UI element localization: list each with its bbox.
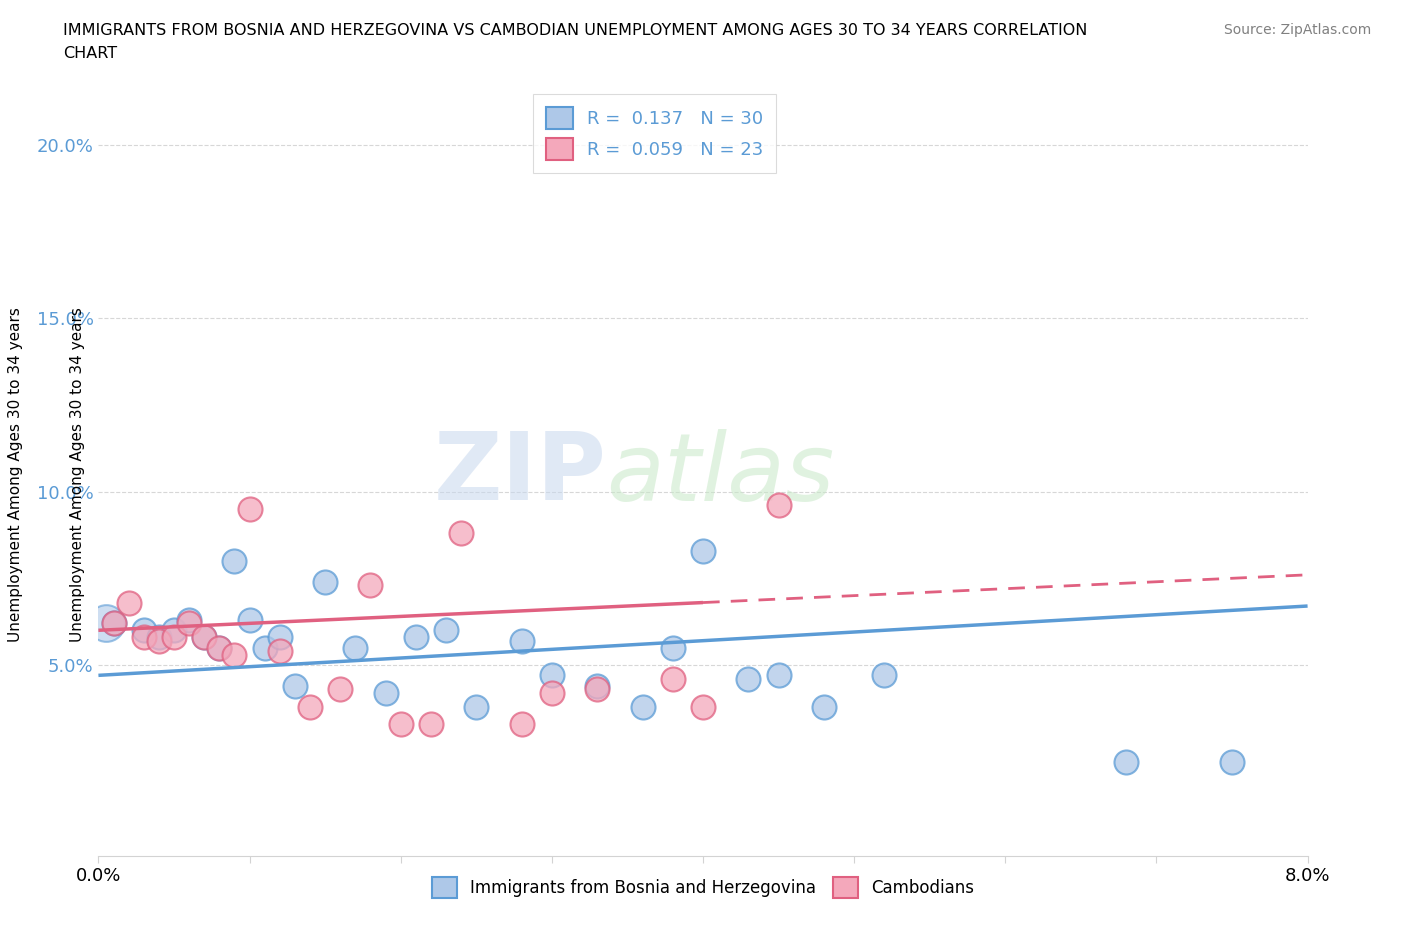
Point	[239, 613, 262, 628]
Point	[405, 630, 427, 644]
Point	[540, 668, 562, 683]
Y-axis label: Unemployment Among Ages 30 to 34 years: Unemployment Among Ages 30 to 34 years	[69, 307, 84, 642]
Point	[208, 640, 231, 655]
Point	[208, 640, 231, 655]
Point	[737, 671, 759, 686]
Legend: Immigrants from Bosnia and Herzegovina, Cambodians: Immigrants from Bosnia and Herzegovina, …	[425, 870, 981, 905]
Point	[239, 501, 262, 516]
Point	[284, 678, 307, 693]
Text: ZIP: ZIP	[433, 429, 606, 520]
Text: atlas: atlas	[606, 429, 835, 520]
Point	[163, 630, 186, 644]
Point	[224, 553, 246, 568]
Text: CHART: CHART	[63, 46, 117, 61]
Point	[661, 640, 683, 655]
Point	[193, 630, 215, 644]
Text: IMMIGRANTS FROM BOSNIA AND HERZEGOVINA VS CAMBODIAN UNEMPLOYMENT AMONG AGES 30 T: IMMIGRANTS FROM BOSNIA AND HERZEGOVINA V…	[63, 23, 1088, 38]
Point	[148, 633, 170, 648]
Point	[540, 685, 562, 700]
Text: Source: ZipAtlas.com: Source: ZipAtlas.com	[1223, 23, 1371, 37]
Point	[768, 498, 790, 513]
Point	[269, 644, 291, 658]
Point	[692, 543, 714, 558]
Point	[465, 699, 488, 714]
Point	[179, 613, 201, 628]
Point	[1220, 754, 1243, 769]
Point	[299, 699, 322, 714]
Point	[360, 578, 382, 592]
Y-axis label: Unemployment Among Ages 30 to 34 years: Unemployment Among Ages 30 to 34 years	[7, 307, 22, 642]
Point	[434, 623, 457, 638]
Point	[103, 616, 125, 631]
Point	[344, 640, 367, 655]
Point	[510, 633, 533, 648]
Point	[1115, 754, 1137, 769]
Point	[768, 668, 790, 683]
Point	[314, 575, 336, 590]
Point	[510, 716, 533, 731]
Point	[631, 699, 654, 714]
Point	[132, 630, 155, 644]
Point	[193, 630, 215, 644]
Point	[269, 630, 291, 644]
Point	[586, 678, 609, 693]
Point	[224, 647, 246, 662]
Point	[163, 623, 186, 638]
Point	[873, 668, 896, 683]
Point	[253, 640, 276, 655]
Point	[586, 682, 609, 697]
Point	[103, 616, 125, 631]
Point	[813, 699, 835, 714]
Point	[329, 682, 352, 697]
Point	[420, 716, 443, 731]
Point	[389, 716, 412, 731]
Point	[179, 616, 201, 631]
Point	[118, 595, 141, 610]
Point	[450, 525, 472, 540]
Point	[148, 630, 170, 644]
Point	[94, 616, 117, 631]
Point	[132, 623, 155, 638]
Point	[692, 699, 714, 714]
Point	[661, 671, 683, 686]
Point	[374, 685, 396, 700]
